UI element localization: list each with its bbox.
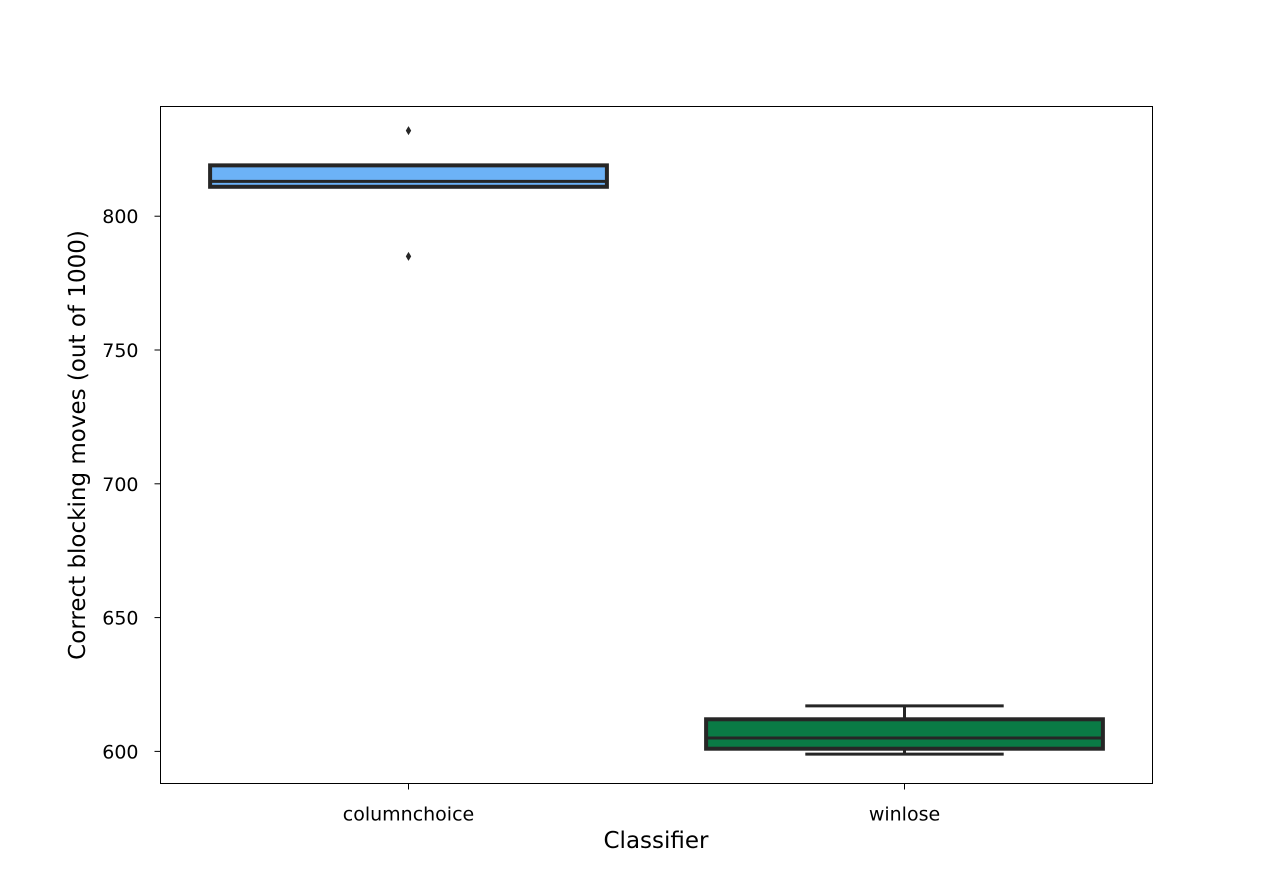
y-tick-label: 650 <box>102 608 138 630</box>
box-group-columnchoice <box>208 126 609 261</box>
y-axis: 600 650 700 750 800 <box>102 206 161 763</box>
iqr-box <box>208 163 609 189</box>
box-group-winlose <box>704 704 1105 756</box>
plot-frame <box>160 106 1153 784</box>
x-axis-title: Classifier <box>604 828 710 854</box>
x-tick-label: columnchoice <box>343 804 474 826</box>
x-axis: columnchoice winlose <box>343 783 940 826</box>
y-tick-label: 600 <box>102 741 138 763</box>
y-tick-label: 750 <box>102 340 138 362</box>
y-tick-label: 700 <box>102 474 138 496</box>
outlier-point <box>405 251 412 261</box>
x-tick-label: winlose <box>869 804 940 826</box>
y-tick-label: 800 <box>102 206 138 228</box>
outlier-point <box>405 126 412 136</box>
y-axis-title: Correct blocking moves (out of 1000) <box>65 230 91 660</box>
chart-marks <box>208 126 1105 756</box>
iqr-box <box>704 717 1105 751</box>
